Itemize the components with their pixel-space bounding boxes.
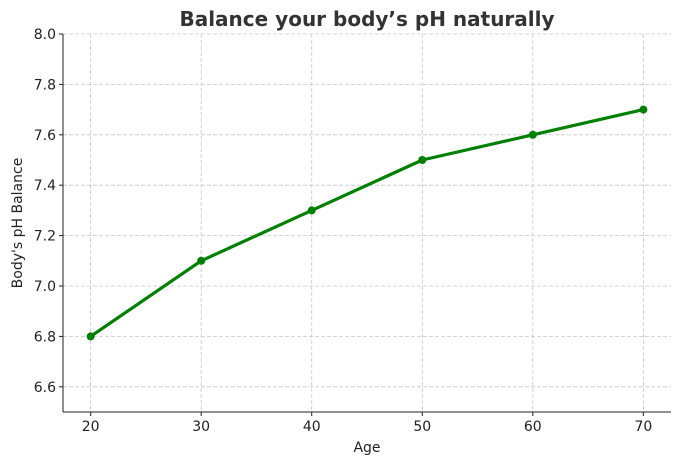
data-point bbox=[307, 206, 316, 215]
x-tick-label: 50 bbox=[413, 419, 431, 435]
series bbox=[86, 105, 648, 341]
data-point bbox=[528, 130, 537, 139]
y-tick-label: 8.0 bbox=[34, 27, 56, 43]
y-tick-label: 7.8 bbox=[34, 77, 56, 93]
axes bbox=[62, 34, 671, 413]
y-axis-label: Body's pH Balance bbox=[10, 158, 26, 289]
x-tick-label: 60 bbox=[524, 419, 542, 435]
x-tick-label: 40 bbox=[303, 419, 321, 435]
ticks: 20 30 40 50 60 70 6.6 6.8 7.0 7.2 7.4 7.6 7.8 8.0 bbox=[34, 27, 653, 435]
y-tick-label: 7.2 bbox=[34, 229, 56, 245]
x-tick-label: 70 bbox=[634, 419, 652, 435]
grid bbox=[63, 33, 671, 412]
x-tick-label: 20 bbox=[82, 419, 100, 435]
series-line bbox=[89, 107, 645, 338]
y-tick-label: 7.6 bbox=[34, 128, 56, 144]
x-tick-label: 30 bbox=[192, 419, 210, 435]
data-point bbox=[197, 256, 206, 265]
y-tick-label: 7.4 bbox=[34, 178, 56, 194]
y-tick-label: 6.8 bbox=[34, 329, 56, 345]
y-tick-label: 6.6 bbox=[34, 380, 56, 396]
data-point bbox=[639, 105, 648, 114]
data-point bbox=[86, 332, 95, 341]
chart-title: Balance your body’s pH naturally bbox=[179, 7, 554, 31]
x-axis-label: Age bbox=[353, 440, 380, 456]
data-point bbox=[418, 156, 427, 164]
y-tick-label: 7.0 bbox=[34, 279, 56, 295]
